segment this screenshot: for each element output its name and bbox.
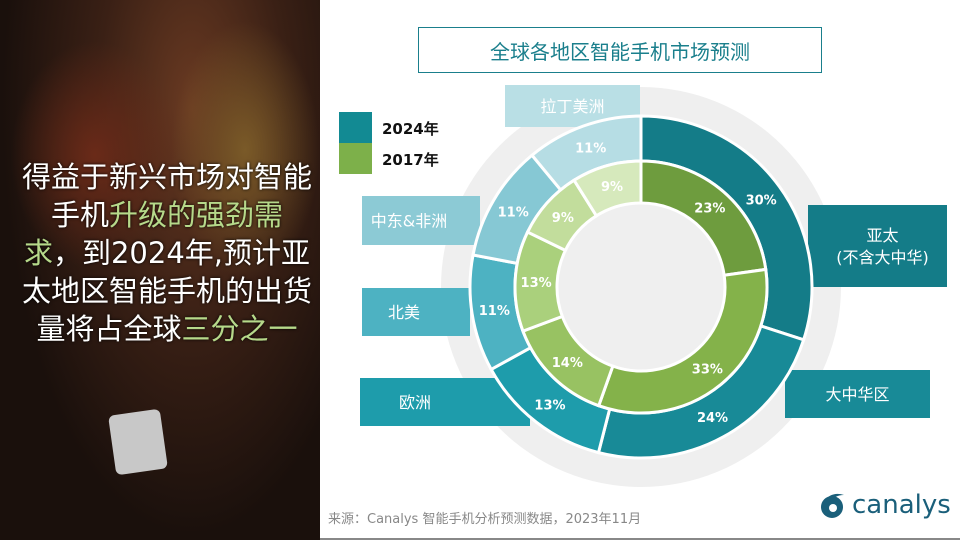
headline-text: 得益于新兴市场对智能手机 xyxy=(22,160,313,232)
data-label: 11% xyxy=(479,304,510,319)
legend-swatch-2017 xyxy=(339,143,372,174)
data-label: 13% xyxy=(521,276,552,291)
headline-highlight: 三分之一 xyxy=(181,312,298,346)
source-note: 来源：Canalys 智能手机分析预测数据，2023年11月 xyxy=(328,512,642,527)
headline-highlight: 升级的强劲需求 xyxy=(23,198,284,270)
data-label: 13% xyxy=(534,398,565,413)
donut-segment-inner xyxy=(572,159,643,218)
canalys-logo-icon xyxy=(821,493,844,518)
category-label-box xyxy=(362,288,470,336)
category-label-box xyxy=(808,205,947,287)
canalys-logo: canalys xyxy=(818,490,951,520)
category-label: 大中华区 xyxy=(825,385,889,404)
legend-label-2017: 2017年 xyxy=(382,151,439,169)
data-label: 23% xyxy=(694,202,725,217)
headline-text: ，到2024年,预计亚太地区智能手机的出货量将占全球 xyxy=(22,236,313,346)
category-label-box xyxy=(362,196,480,245)
category-label: 北美 xyxy=(388,303,420,322)
category-label: 中东&非洲 xyxy=(371,212,447,231)
category-label: 拉丁美洲 xyxy=(540,97,604,116)
data-label: 9% xyxy=(601,180,623,195)
legend-label-2024: 2024年 xyxy=(382,120,439,138)
data-label: 9% xyxy=(552,211,574,226)
data-label: 30% xyxy=(746,194,777,209)
category-label-box xyxy=(785,370,930,418)
category-label: 欧洲 xyxy=(399,393,431,412)
data-label: 11% xyxy=(575,141,606,156)
headline: 得益于新兴市场对智能手机升级的强劲需求，到2024年,预计亚太地区智能手机的出货… xyxy=(22,158,312,348)
data-label: 24% xyxy=(697,411,728,426)
category-label: 亚太 xyxy=(866,226,898,245)
data-label: 11% xyxy=(498,205,529,220)
background-photo xyxy=(0,0,320,540)
category-label: (不含大中华) xyxy=(836,248,929,267)
chart-title: 全球各地区智能手机市场预测 xyxy=(418,27,822,73)
data-label: 14% xyxy=(552,356,583,371)
data-label: 33% xyxy=(692,362,723,377)
donut-segment-inner xyxy=(596,267,769,415)
legend-swatch-2024 xyxy=(339,112,372,143)
